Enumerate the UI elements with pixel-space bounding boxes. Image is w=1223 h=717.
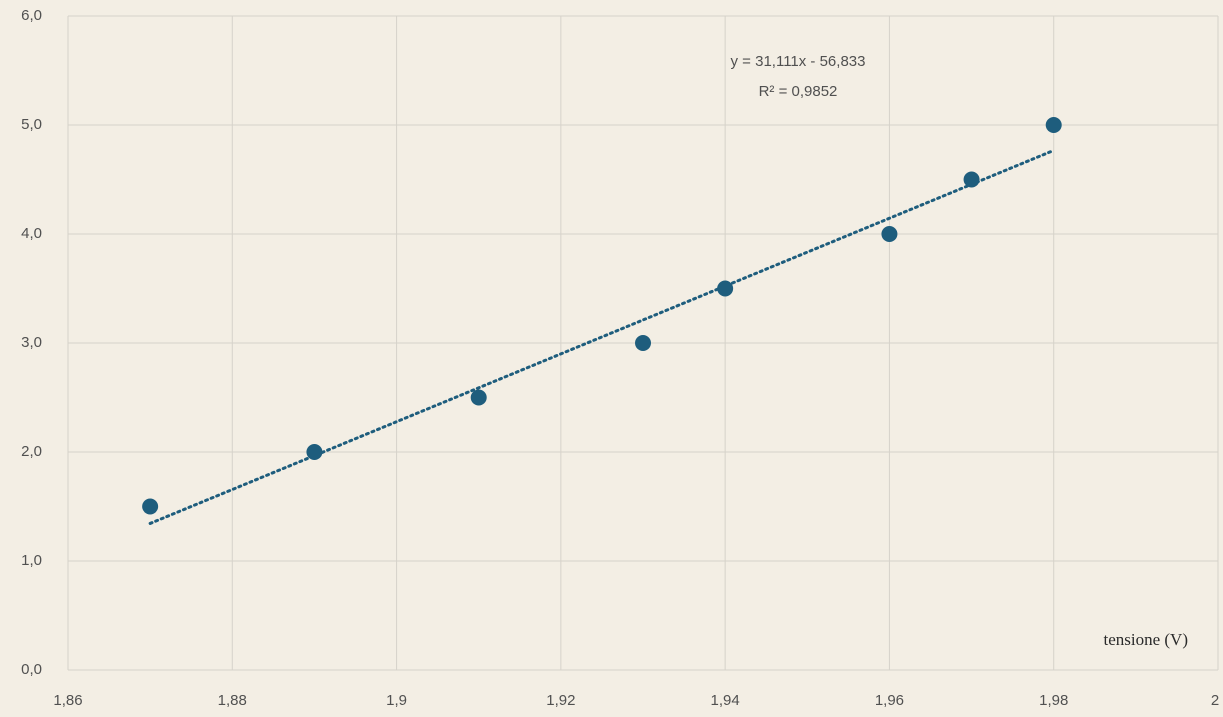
- horizontal-gridlines: [68, 15, 1218, 671]
- x-tick-label: 1,94: [711, 692, 740, 709]
- y-tick-label: 5,0: [21, 116, 42, 133]
- data-point: [306, 444, 323, 460]
- y-tick-label: 0,0: [21, 661, 42, 678]
- data-point: [635, 335, 651, 351]
- data-points: [142, 117, 1062, 515]
- trendline: [148, 148, 1056, 525]
- r-squared-label: R² = 0,9852: [759, 83, 838, 100]
- x-tick-label: 1,96: [875, 692, 904, 709]
- x-tick-label: 1,98: [1039, 692, 1068, 709]
- x-tick-label: 1,86: [53, 692, 82, 709]
- x-tick-label: 1,9: [386, 692, 407, 709]
- x-axis-title: tensione (V): [1103, 630, 1188, 649]
- y-tick-label: 2,0: [21, 443, 42, 460]
- data-point: [1045, 117, 1062, 133]
- trendline-equation-label: y = 31,111x - 56,833: [731, 53, 866, 70]
- y-tick-labels: 0,0 1,0 2,0 3,0 4,0 5,0 6,0: [21, 7, 42, 678]
- data-point: [470, 389, 487, 406]
- y-tick-label: 1,0: [21, 552, 42, 569]
- data-point: [963, 171, 980, 188]
- data-point: [717, 280, 734, 297]
- x-tick-labels: 1,86 1,88 1,9 1,92 1,94 1,96 1,98 2: [53, 692, 1219, 709]
- x-tick-label: 1,92: [546, 692, 575, 709]
- x-tick-label: 2: [1211, 692, 1219, 709]
- data-point: [881, 226, 898, 242]
- data-point: [142, 498, 159, 515]
- y-tick-label: 4,0: [21, 225, 42, 242]
- y-tick-label: 6,0: [21, 7, 42, 24]
- x-tick-label: 1,88: [218, 692, 247, 709]
- y-tick-label: 3,0: [21, 334, 42, 351]
